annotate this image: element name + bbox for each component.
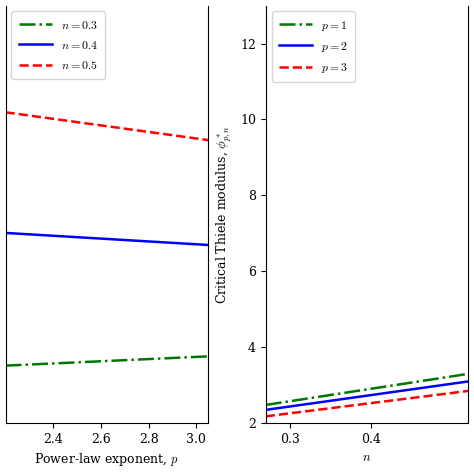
- Legend: $p = 1$, $p = 2$, $p = 3$: $p = 1$, $p = 2$, $p = 3$: [272, 11, 356, 82]
- X-axis label: Power-law exponent, $p$: Power-law exponent, $p$: [35, 451, 180, 468]
- X-axis label: $n$: $n$: [363, 451, 372, 465]
- Legend: $n = 0.3$, $n = 0.4$, $n = 0.5$: $n = 0.3$, $n = 0.4$, $n = 0.5$: [11, 11, 105, 79]
- Y-axis label: Critical Thiele modulus, $\phi^*_{p,n}$: Critical Thiele modulus, $\phi^*_{p,n}$: [215, 125, 235, 304]
